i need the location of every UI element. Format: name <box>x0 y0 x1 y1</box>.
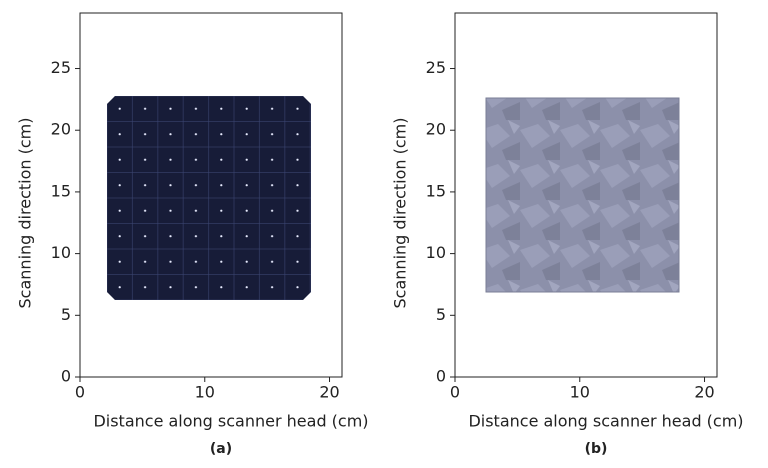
x-tick-label: 10 <box>195 383 215 402</box>
y-tick-label: 10 <box>51 243 71 262</box>
y-tick-label: 15 <box>51 181 71 200</box>
y-tick-label: 20 <box>51 120 71 139</box>
y-tick-label: 15 <box>426 181 446 200</box>
x-tick-label: 0 <box>450 383 460 402</box>
axes-frame <box>79 12 343 378</box>
y-tick-label: 25 <box>426 58 446 77</box>
x-tick-label: 0 <box>75 383 85 402</box>
y-tick-label: 0 <box>61 367 71 386</box>
x-axis-label: Distance along scanner head (cm) <box>468 412 743 431</box>
y-tick-label: 20 <box>426 120 446 139</box>
y-tick-label: 25 <box>51 58 71 77</box>
y-axis-label: Scanning direction (cm) <box>16 118 35 309</box>
y-axis-label: Scanning direction (cm) <box>391 118 410 309</box>
y-tick-label: 0 <box>436 367 446 386</box>
cell-grid <box>107 96 311 300</box>
caption: (b) <box>585 441 608 457</box>
x-tick-label: 20 <box>319 383 339 402</box>
y-tick-label: 5 <box>436 305 446 324</box>
y-tick-label: 10 <box>426 243 446 262</box>
wafer-image <box>485 97 680 293</box>
y-tick-label: 5 <box>61 305 71 324</box>
axes-frame <box>454 12 718 378</box>
x-tick-label: 20 <box>694 383 714 402</box>
x-axis-label: Distance along scanner head (cm) <box>93 412 368 431</box>
x-tick-label: 10 <box>570 383 590 402</box>
caption: (a) <box>210 441 232 457</box>
